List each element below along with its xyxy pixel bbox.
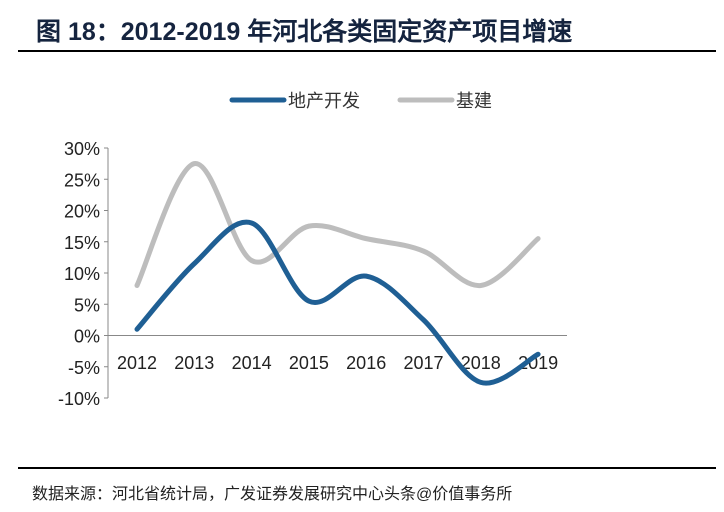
title-divider <box>18 50 716 52</box>
y-tick-label: 10% <box>64 264 100 284</box>
y-tick-label: 0% <box>74 327 100 347</box>
x-tick-label: 2014 <box>232 353 272 373</box>
chart-title: 图 18：2012-2019 年河北各类固定资产项目增速 <box>36 18 573 46</box>
series-line-property <box>134 219 541 386</box>
legend-label: 基建 <box>456 91 492 112</box>
y-tick-label: -10% <box>58 389 100 409</box>
y-tick-label: 15% <box>64 233 100 253</box>
y-tick-label: -5% <box>68 358 100 378</box>
y-tick-label: 30% <box>64 139 100 159</box>
x-tick-label: 2019 <box>518 353 558 373</box>
x-tick-label: 2015 <box>289 353 329 373</box>
x-tick-label: 2016 <box>346 353 386 373</box>
source-divider <box>18 467 716 469</box>
y-tick-label: 25% <box>64 170 100 190</box>
y-tick-label: 20% <box>64 202 100 222</box>
x-tick-label: 2013 <box>174 353 214 373</box>
y-tick-label: 5% <box>74 295 100 315</box>
source-note: 数据来源：河北省统计局，广发证券发展研究中心头条@价值事务所 <box>32 486 513 503</box>
x-tick-label: 2018 <box>461 353 501 373</box>
legend-label: 地产开发 <box>288 91 360 112</box>
x-tick-label: 2017 <box>403 353 443 373</box>
x-tick-label: 2012 <box>117 353 157 373</box>
series-line-infrastructure <box>134 161 541 289</box>
